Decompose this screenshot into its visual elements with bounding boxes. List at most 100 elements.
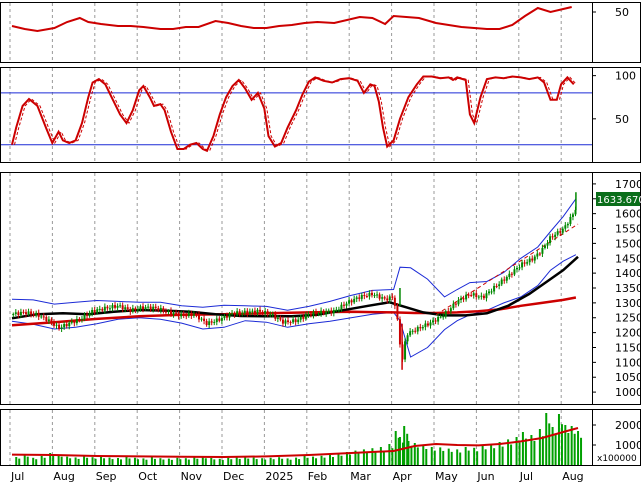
- volume-bar: [227, 457, 230, 465]
- volume-bar: [264, 459, 267, 465]
- candle-body: [325, 311, 328, 314]
- month-label: Aug: [53, 470, 74, 483]
- candle-body: [248, 311, 251, 314]
- volume-unit-label: x100000: [597, 454, 637, 464]
- candle-body: [381, 297, 384, 299]
- volume-bar: [564, 425, 567, 465]
- volume-bar: [348, 454, 351, 465]
- vertical-gridlines: [9, 3, 562, 465]
- volume-bar: [545, 413, 548, 465]
- tick-label: 1450: [615, 252, 641, 265]
- candle-body: [121, 305, 124, 310]
- volume-bar: [490, 444, 493, 465]
- candle-body: [432, 320, 435, 323]
- candle-body: [437, 316, 440, 322]
- volume-bar: [398, 437, 401, 465]
- candle-body: [462, 298, 465, 300]
- panel-frame-price: [0, 172, 641, 405]
- candle-body: [404, 341, 407, 360]
- month-labels: Jul Aug Sep Oct Nov Dec 2025 Feb Mar Apr May Jun Jul…: [10, 470, 584, 483]
- candle-body: [518, 267, 521, 269]
- volume-bar: [397, 437, 400, 465]
- month-label: Aug: [562, 470, 583, 483]
- candle-body: [297, 319, 300, 323]
- month-label: May: [435, 470, 458, 483]
- volume-bar: [204, 458, 207, 465]
- candle-body: [96, 309, 99, 313]
- candle-body: [126, 307, 129, 309]
- candle-body: [465, 294, 468, 300]
- candle-body: [493, 285, 496, 292]
- volume-bar: [77, 458, 80, 465]
- volume-bar: [278, 457, 281, 465]
- candle-body: [284, 320, 287, 324]
- candle-body: [304, 314, 307, 319]
- volume-bar: [467, 450, 470, 465]
- candle-body: [475, 293, 478, 297]
- bollinger-lower: [11, 254, 577, 358]
- candle-body: [515, 267, 518, 270]
- candle-body: [88, 313, 91, 316]
- candle-body: [566, 223, 569, 226]
- volume-bar: [329, 455, 331, 465]
- candle-body: [383, 297, 386, 299]
- volume-bar: [501, 446, 504, 465]
- candle-body: [24, 312, 27, 315]
- volume-bar: [374, 451, 377, 465]
- candle-body: [73, 321, 76, 324]
- tick-label: 1000: [615, 386, 641, 399]
- volume-bar: [515, 437, 518, 465]
- candle-body: [365, 296, 368, 298]
- volume-bar: [345, 452, 348, 465]
- candle-body: [281, 319, 284, 324]
- candle-body: [391, 296, 394, 298]
- ma50-line: [11, 255, 579, 320]
- candle-body: [238, 311, 241, 314]
- candle-body: [556, 231, 559, 235]
- candle-body: [416, 327, 419, 332]
- candle-body: [180, 313, 183, 317]
- candle-body: [63, 324, 66, 328]
- candle-body: [564, 225, 567, 229]
- candle-body: [320, 310, 323, 314]
- volume-bar: [567, 433, 570, 465]
- candle-body: [571, 214, 574, 217]
- candle-body: [172, 312, 175, 315]
- candle-body: [541, 247, 544, 254]
- candle-body: [58, 324, 61, 329]
- volume-bar: [213, 459, 216, 465]
- tick-label: 1300: [615, 297, 641, 310]
- volume-bar: [235, 457, 238, 465]
- candle-body: [124, 307, 127, 310]
- volume-bar: [521, 432, 524, 465]
- candle-body: [60, 327, 63, 329]
- volume-bar: [162, 459, 165, 465]
- month-label: Apr: [393, 470, 413, 483]
- volume-bar: [247, 458, 250, 465]
- tick-label: 1500: [615, 237, 641, 250]
- volume-bar: [18, 458, 21, 465]
- volume-bar: [573, 433, 576, 465]
- volume-bar: [57, 454, 60, 465]
- candle-body: [129, 308, 132, 312]
- tick-label: 1050: [615, 371, 641, 384]
- volume-bar: [60, 456, 63, 465]
- candle-body: [111, 305, 114, 309]
- volume-bar: [538, 429, 541, 465]
- volume-bar: [530, 435, 533, 465]
- candle-body: [78, 318, 81, 320]
- tick-label: 10000: [615, 439, 641, 452]
- candle-body: [152, 306, 155, 310]
- volume-bar: [524, 438, 527, 465]
- candle-body: [42, 316, 45, 318]
- volume-bar: [295, 457, 298, 465]
- candle-body: [452, 303, 455, 309]
- candle-body: [429, 322, 432, 326]
- adx-line: [11, 6, 572, 33]
- tick-label: 1400: [615, 267, 641, 280]
- candle-body: [317, 313, 320, 315]
- volume-bar: [340, 455, 343, 465]
- candle-body: [350, 300, 353, 303]
- candle-body: [546, 243, 549, 246]
- volume-bar: [150, 457, 153, 465]
